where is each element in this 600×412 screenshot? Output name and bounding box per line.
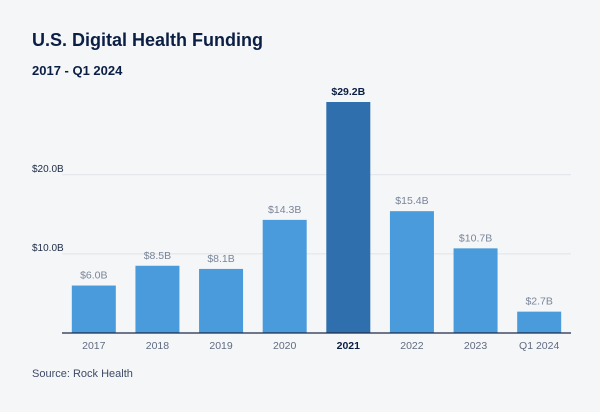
data-label: $8.1B bbox=[207, 253, 234, 265]
data-label: $2.7B bbox=[525, 296, 552, 308]
x-tick-label: 2018 bbox=[146, 340, 170, 352]
bar-2020 bbox=[262, 219, 307, 333]
y-tick-label: $10.0B bbox=[32, 243, 64, 254]
bar-q1-2024 bbox=[517, 311, 562, 333]
bar-2022 bbox=[389, 211, 434, 333]
x-tick-label: 2022 bbox=[400, 340, 424, 352]
data-label: $15.4B bbox=[395, 195, 428, 207]
bar-2023 bbox=[453, 248, 498, 333]
chart-subtitle: 2017 - Q1 2024 bbox=[32, 63, 123, 78]
x-tick-label: Q1 2024 bbox=[519, 340, 559, 352]
x-tick-label: 2017 bbox=[82, 340, 106, 352]
data-label: $10.7B bbox=[459, 232, 492, 244]
source-note: Source: Rock Health bbox=[32, 368, 133, 380]
x-tick-label: 2023 bbox=[464, 340, 488, 352]
chart-title: U.S. Digital Health Funding bbox=[32, 30, 263, 50]
bar-2019 bbox=[199, 268, 244, 333]
y-tick-label: $20.0B bbox=[32, 164, 64, 175]
x-tick-label: 2021 bbox=[337, 340, 361, 352]
data-label: $14.3B bbox=[268, 204, 301, 216]
bar-2018 bbox=[135, 265, 180, 333]
x-tick-label: 2020 bbox=[273, 340, 297, 352]
data-label: $8.5B bbox=[144, 250, 171, 262]
data-label: $6.0B bbox=[80, 270, 107, 282]
x-tick-label: 2019 bbox=[209, 340, 233, 352]
data-label: $29.2B bbox=[331, 86, 365, 98]
bar-2021 bbox=[326, 102, 371, 333]
bar-2017 bbox=[71, 285, 116, 333]
